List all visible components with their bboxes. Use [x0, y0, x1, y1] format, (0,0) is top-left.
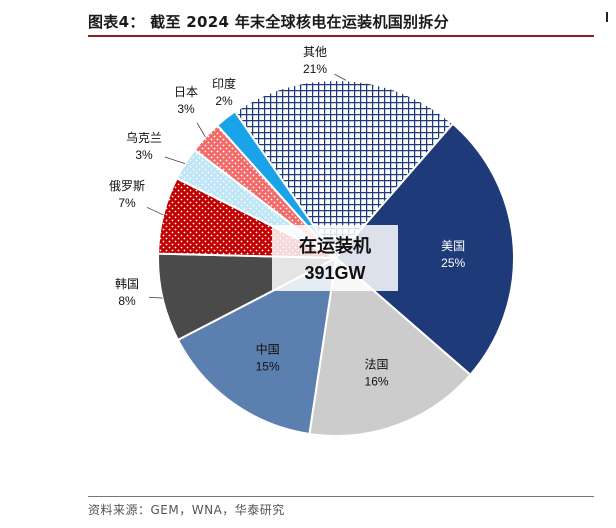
leader-lines: [146, 73, 347, 299]
slice-label-percent: 7%: [118, 196, 136, 210]
leader-line: [196, 122, 206, 138]
slice-label-percent: 3%: [135, 148, 153, 162]
figure-title-bar: 图表4： 截至 2024 年末全球核电在运装机国别拆分: [88, 8, 594, 37]
slice-label-percent: 16%: [365, 374, 389, 388]
slice-label-name: 乌克兰: [126, 130, 162, 145]
title-divider: [88, 35, 594, 37]
slice-label-name: 其他: [303, 45, 327, 59]
slice-label-name: 美国: [441, 239, 465, 253]
slice-label-percent: 15%: [256, 360, 280, 374]
leader-line: [164, 156, 186, 165]
leader-line: [148, 296, 163, 299]
footer-divider: [88, 496, 594, 497]
slice-labels: 美国 25% 法国 16% 中国 15% 韩国 8% 俄罗斯 7% 乌克兰 3% 日本 3% 印度 2% 其他 2…: [109, 45, 466, 388]
pie-slice: [233, 79, 455, 260]
source-note: 资料来源：GEM，WNA，华泰研究: [88, 503, 285, 517]
center-label-box: 在运装机 391GW: [272, 225, 398, 291]
slice-label-percent: 25%: [441, 256, 465, 270]
slice-label-percent: 3%: [177, 102, 195, 116]
center-label-value: 391GW: [304, 263, 365, 283]
pie-slice: [308, 256, 472, 437]
slice-label-name: 印度: [212, 76, 236, 91]
slice-label-name: 俄罗斯: [109, 179, 145, 193]
center-label-title: 在运装机: [299, 235, 371, 257]
leader-line: [334, 73, 347, 81]
slice-label-name: 韩国: [115, 276, 139, 291]
adjacent-column-edge: [606, 12, 608, 22]
figure-title: 图表4： 截至 2024 年末全球核电在运装机国别拆分: [88, 13, 449, 31]
slice-label-name: 法国: [365, 357, 389, 371]
slice-label-percent: 2%: [215, 94, 233, 108]
leader-line: [146, 206, 164, 216]
pie-slice: [334, 122, 515, 377]
slice-label-percent: 8%: [118, 294, 136, 308]
slice-label-name: 中国: [256, 342, 280, 357]
slice-label-percent: 21%: [303, 62, 327, 76]
pie-slice: [176, 256, 338, 436]
slice-label-name: 日本: [174, 85, 198, 99]
